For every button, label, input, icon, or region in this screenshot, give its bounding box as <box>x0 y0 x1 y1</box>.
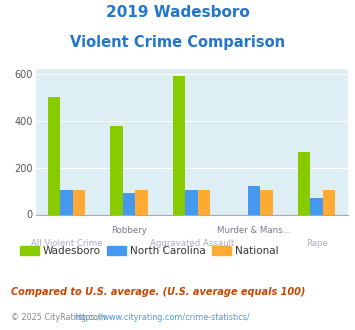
Text: Aggravated Assault: Aggravated Assault <box>149 239 234 248</box>
Text: Rape: Rape <box>306 239 328 248</box>
Bar <box>248 186 261 215</box>
Bar <box>73 190 86 215</box>
Bar <box>323 190 335 215</box>
Bar <box>110 125 123 214</box>
Bar <box>136 190 148 215</box>
Text: Murder & Mans...: Murder & Mans... <box>217 226 291 235</box>
Bar <box>185 190 198 214</box>
Text: 2019 Wadesboro: 2019 Wadesboro <box>106 5 249 20</box>
Bar <box>298 152 310 214</box>
Bar <box>173 76 185 214</box>
Bar <box>310 198 323 214</box>
Text: Violent Crime Comparison: Violent Crime Comparison <box>70 35 285 50</box>
Text: https://www.cityrating.com/crime-statistics/: https://www.cityrating.com/crime-statist… <box>75 314 250 322</box>
Text: Robbery: Robbery <box>111 226 147 235</box>
Bar <box>261 190 273 215</box>
Bar <box>198 190 211 215</box>
Bar <box>48 97 60 214</box>
Text: Compared to U.S. average. (U.S. average equals 100): Compared to U.S. average. (U.S. average … <box>11 287 305 297</box>
Bar <box>123 193 136 214</box>
Text: © 2025 CityRating.com -: © 2025 CityRating.com - <box>11 314 114 322</box>
Legend: Wadesboro, North Carolina, National: Wadesboro, North Carolina, National <box>16 242 283 260</box>
Text: All Violent Crime: All Violent Crime <box>31 239 103 248</box>
Bar <box>60 190 73 215</box>
